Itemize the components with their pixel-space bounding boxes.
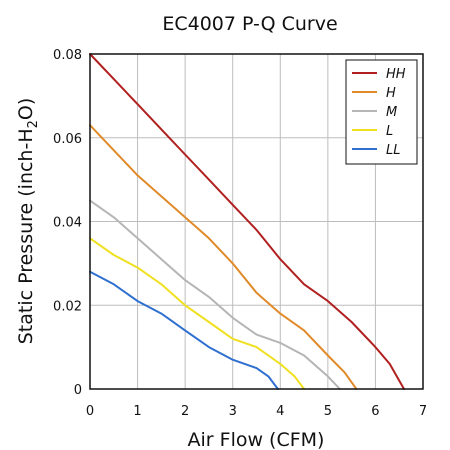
x-tick-label: 6 bbox=[371, 404, 379, 419]
x-tick-label: 5 bbox=[324, 404, 332, 419]
x-tick-label: 3 bbox=[229, 404, 237, 419]
x-tick-label: 4 bbox=[276, 404, 284, 419]
x-tick-label: 7 bbox=[419, 404, 427, 419]
series-line-ll bbox=[89, 270, 279, 390]
y-axis-label-suffix: O) bbox=[15, 98, 37, 120]
series-layer bbox=[89, 53, 405, 390]
plot-frame bbox=[89, 53, 424, 390]
legend-label-hh: HH bbox=[386, 67, 406, 82]
legend-label-m: M bbox=[386, 105, 397, 120]
legend-label-ll: LL bbox=[386, 143, 401, 158]
x-tick-label: 1 bbox=[133, 404, 141, 419]
y-tick-label: 0 bbox=[74, 383, 82, 398]
x-tick-label: 0 bbox=[86, 404, 94, 419]
y-axis-label: Static Pressure (inch-H2O) bbox=[15, 98, 41, 345]
x-tick-label: 2 bbox=[181, 404, 189, 419]
x-axis-label: Air Flow (CFM) bbox=[188, 429, 325, 450]
series-line-hh bbox=[89, 53, 405, 390]
y-tick-label: 0.04 bbox=[53, 216, 82, 231]
series-line-m bbox=[89, 199, 341, 390]
series-line-h bbox=[89, 124, 358, 390]
y-axis-label-prefix: Static Pressure (inch-H bbox=[15, 128, 37, 344]
legend-label-l: L bbox=[386, 124, 393, 139]
chart-title: EC4007 P-Q Curve bbox=[162, 13, 337, 35]
series-line-l bbox=[89, 237, 306, 390]
legend-label-h: H bbox=[386, 86, 396, 101]
y-tick-label: 0.06 bbox=[53, 132, 82, 147]
y-tick-label: 0.02 bbox=[53, 299, 82, 314]
y-tick-label: 0.08 bbox=[53, 48, 82, 63]
x-axis-ticks: 0 1 2 3 4 5 6 7 bbox=[86, 404, 427, 419]
y-axis-label-subscript: 2 bbox=[26, 120, 41, 128]
y-axis-ticks: 0 0.02 0.04 0.06 0.08 bbox=[53, 48, 82, 398]
